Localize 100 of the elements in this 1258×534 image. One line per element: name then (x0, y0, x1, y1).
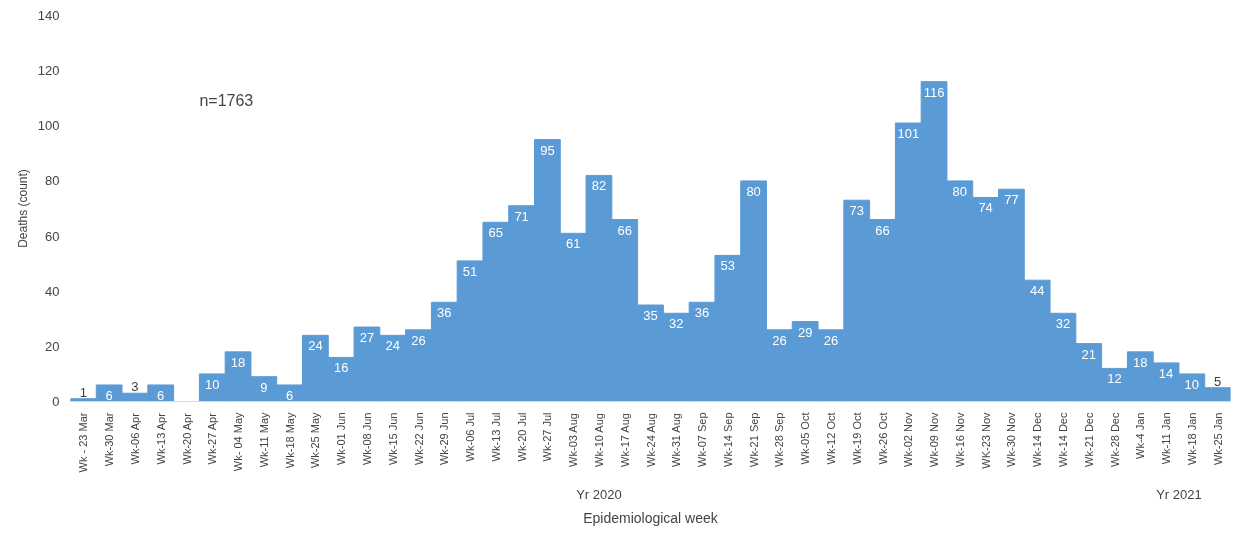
data-label: 6 (286, 387, 294, 403)
x-tick-label: Wk-29 Jun (438, 412, 451, 466)
data-label: 66 (875, 222, 890, 238)
data-label: 95 (540, 142, 555, 158)
data-label: 16 (333, 360, 349, 376)
x-tick-label: Wk-4 Jan (1134, 412, 1147, 459)
data-label: 18 (230, 354, 246, 370)
x-tick-label: Wk-26 Oct (876, 412, 889, 465)
data-label: 66 (617, 222, 632, 238)
data-label: 3 (131, 379, 139, 395)
x-tick-label: Wk-11 May (257, 412, 270, 468)
x-tick-label: Wk-09 Nov (928, 412, 941, 467)
data-label: 82 (591, 178, 607, 194)
x-tick-label: Wk-10 Aug (592, 413, 605, 467)
x-tick-label: Wk-02 Nov (902, 412, 915, 467)
y-tick-label: 60 (45, 228, 60, 244)
x-tick-label: Wk-13 Apr (154, 412, 167, 465)
y-tick-label: 120 (37, 63, 60, 79)
y-tick-label: 0 (52, 394, 60, 409)
data-label: 44 (1029, 283, 1045, 299)
y-tick-label: 140 (37, 8, 60, 23)
x-tick-label: Wk-25 May (309, 412, 322, 469)
data-label: 80 (952, 183, 968, 199)
x-tick-label: Wk-01 Jun (335, 412, 348, 466)
x-tick-label: Wk-12 Oct (824, 412, 837, 465)
x-tick-label: Wk-22 Jun (412, 412, 425, 466)
x-tick-label: Wk-08 Jun (360, 412, 373, 466)
data-label: 51 (462, 263, 478, 279)
data-label: 36 (694, 305, 710, 321)
annotation: n=1763 (199, 92, 254, 110)
x-tick-label: Wk-14 Dec (1031, 412, 1044, 467)
data-label: 12 (1107, 371, 1122, 387)
data-label: 27 (359, 330, 375, 346)
y-tick-label: 100 (37, 118, 60, 134)
x-tick-label: Wk- 04 May (232, 412, 245, 472)
data-label: 29 (797, 324, 813, 340)
y-tick-label: 80 (45, 173, 60, 189)
data-label: 10 (205, 376, 220, 392)
x-tick-label: Wk-28 Dec (1108, 412, 1121, 467)
data-label: 65 (488, 225, 504, 241)
x-tick-label: Wk-14 Dec (1056, 412, 1069, 467)
data-label: 32 (669, 316, 684, 332)
x-tick-label: Wk-16 Nov (953, 412, 966, 467)
text: Yr 2021 (1156, 486, 1202, 502)
x-tick-label: Wk-25 Jan (1211, 412, 1224, 466)
x-tick-label: Wk-06 Jul (464, 412, 477, 462)
data-label: 77 (1004, 192, 1019, 208)
x-tick-label: Wk-20 Apr (180, 412, 193, 465)
data-label: 6 (105, 387, 113, 403)
data-label: 73 (849, 203, 864, 219)
data-label: 26 (411, 332, 426, 348)
data-label: 26 (823, 332, 839, 348)
data-label: 53 (720, 258, 736, 274)
data-label: 71 (514, 208, 529, 224)
x-tick-label: Wk-14 Sep (721, 412, 734, 467)
x-tick-label: Wk-03 Aug (567, 413, 580, 467)
data-label: 24 (385, 338, 400, 354)
text: Yr 2020 (576, 486, 622, 502)
x-tick-label: Wk-06 Apr (128, 412, 141, 465)
x-tick-label: Wk-21 Dec (1082, 412, 1095, 467)
x-axis-title: Epidemiological week (583, 509, 719, 526)
data-label: 61 (565, 236, 581, 252)
data-label: 26 (772, 332, 787, 348)
y-tick-label: 40 (45, 283, 60, 299)
x-tick-label: Wk-28 Sep (773, 412, 786, 467)
data-label: 1 (79, 384, 88, 400)
x-tick-label: Wk-30 Mar (103, 412, 116, 467)
y-tick-label: 20 (45, 338, 60, 354)
x-tick-label: Wk-17 Aug (618, 413, 631, 467)
x-tick-label: Wk-18 May (283, 412, 296, 469)
data-label: 14 (1158, 365, 1174, 381)
data-label: 24 (308, 338, 323, 354)
x-tick-label: Wk-30 Nov (1005, 412, 1018, 467)
x-tick-label: Wk-31 Aug (670, 413, 683, 467)
x-tick-label: Wk-19 Oct (850, 412, 863, 465)
x-tick-label: Wk-27 Jul (541, 412, 554, 462)
x-tick-label: Wk-13 Jul (489, 412, 502, 462)
data-label: 32 (1055, 316, 1071, 332)
x-tick-label: Wk-18 Jan (1185, 412, 1198, 466)
x-tick-label: Wk-05 Oct (799, 412, 812, 465)
data-label: 74 (978, 200, 993, 216)
data-label: 5 (1214, 373, 1222, 389)
x-tick-label: WK-23 Nov (979, 412, 992, 469)
x-tick-label: Wk-24 Aug (644, 413, 657, 467)
x-tick-label: Wk-20 Jul (515, 412, 528, 462)
x-tick-label: Wk-07 Sep (696, 412, 709, 467)
x-tick-label: Wk-15 Jun (386, 412, 399, 466)
x-tick-label: Wk-27 Apr (206, 412, 219, 465)
data-label: 101 (897, 126, 920, 142)
data-label: 80 (746, 183, 761, 199)
x-tick-label: Wk - 23 Mar (77, 412, 90, 473)
x-tick-label: Wk-21 Sep (747, 412, 760, 467)
data-label: 10 (1184, 376, 1200, 392)
data-label: 18 (1133, 354, 1148, 370)
data-label: 6 (157, 387, 165, 403)
data-label: 35 (643, 308, 658, 323)
y-axis-title: Deaths (count) (15, 169, 30, 248)
data-label: 116 (923, 84, 945, 100)
data-label: 21 (1081, 346, 1096, 362)
data-label: 9 (260, 379, 268, 395)
